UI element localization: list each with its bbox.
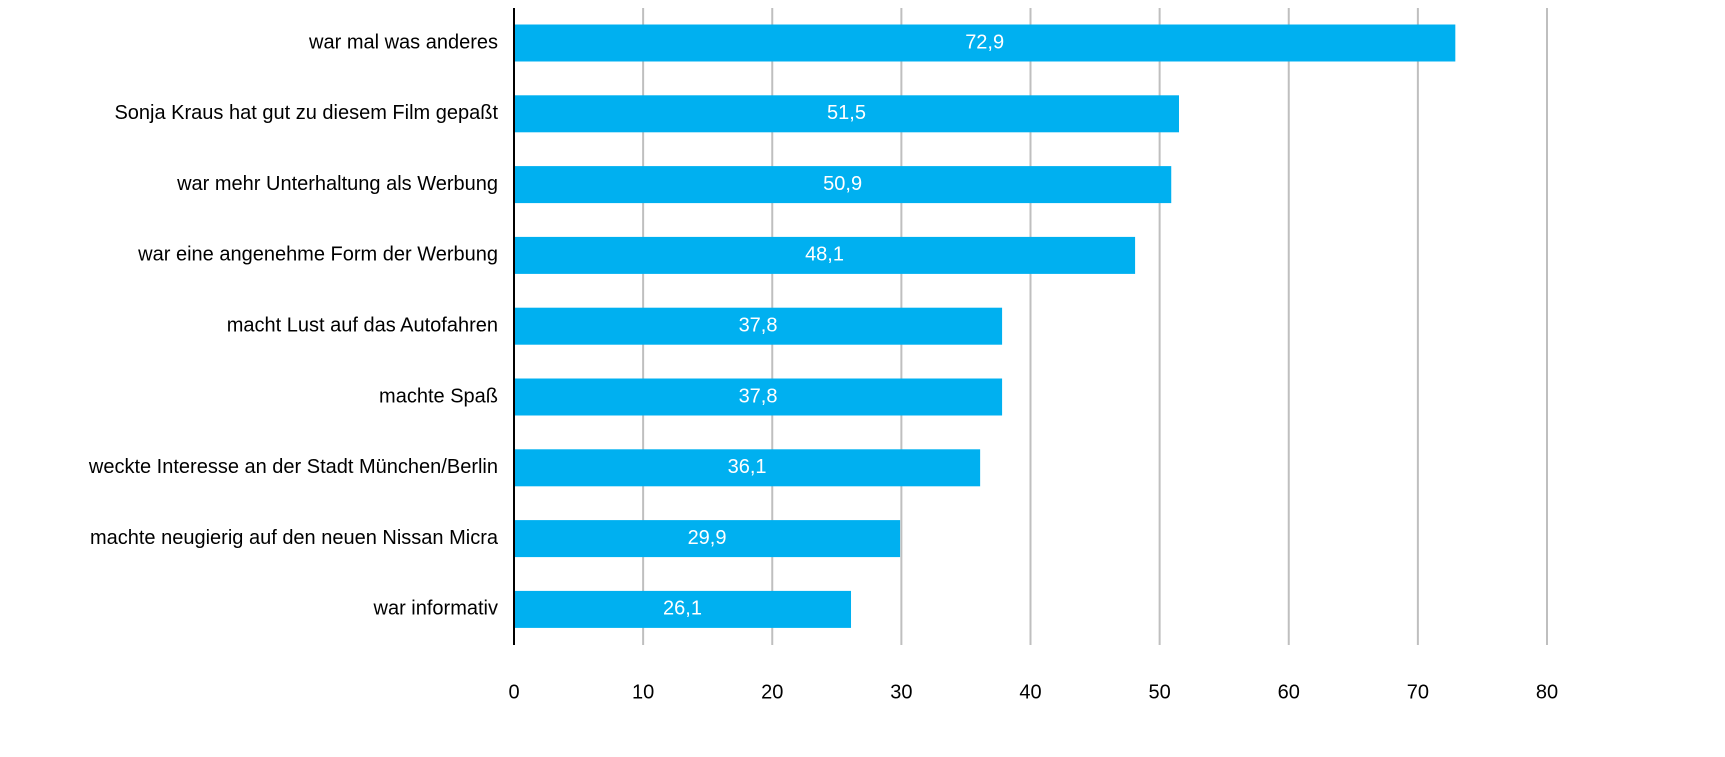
data-labels: 72,9 51,5 50,9 48,1 37,8 37,8 36,1 29,9 26,1 xyxy=(663,31,1004,619)
bar xyxy=(514,166,1172,204)
category-label: war eine angenehme Form der Werbung xyxy=(137,244,498,266)
bars xyxy=(514,24,1456,628)
category-label: weckte Interesse an der Stadt München/Be… xyxy=(88,456,498,478)
x-tick-label: 80 xyxy=(1536,681,1558,703)
category-labels: war mal was anderes Sonja Kraus hat gut z… xyxy=(88,31,499,619)
data-label: 72,9 xyxy=(965,31,1004,53)
x-tick-label: 10 xyxy=(632,681,654,703)
x-axis-tick-labels: 0 10 20 30 40 50 60 70 80 xyxy=(508,681,1558,703)
data-label: 29,9 xyxy=(688,527,727,549)
bar xyxy=(514,378,1003,416)
bar xyxy=(514,236,1136,274)
x-tick-label: 40 xyxy=(1019,681,1041,703)
bar xyxy=(514,590,852,628)
bar xyxy=(514,520,901,558)
data-label: 37,8 xyxy=(739,314,778,336)
category-label: macht Lust auf das Autofahren xyxy=(227,314,498,336)
category-label: war mal was anderes xyxy=(308,31,498,53)
data-label: 36,1 xyxy=(728,456,767,478)
category-label: machte neugierig auf den neuen Nissan Mi… xyxy=(90,527,499,549)
x-tick-label: 50 xyxy=(1149,681,1171,703)
category-label: war mehr Unterhaltung als Werbung xyxy=(176,173,498,195)
bar xyxy=(514,95,1179,133)
bar xyxy=(514,24,1456,62)
bar xyxy=(514,449,981,487)
category-label: machte Spaß xyxy=(379,385,498,407)
category-label: Sonja Kraus hat gut zu diesem Film gepaß… xyxy=(114,102,498,124)
data-label: 37,8 xyxy=(739,385,778,407)
x-tick-label: 0 xyxy=(508,681,519,703)
x-tick-label: 30 xyxy=(890,681,912,703)
category-label: war informativ xyxy=(373,598,498,620)
data-label: 51,5 xyxy=(827,102,866,124)
bar xyxy=(514,307,1003,345)
data-label: 50,9 xyxy=(823,173,862,195)
x-tick-label: 60 xyxy=(1278,681,1300,703)
data-label: 26,1 xyxy=(663,598,702,620)
x-tick-label: 20 xyxy=(761,681,783,703)
x-tick-label: 70 xyxy=(1407,681,1429,703)
data-label: 48,1 xyxy=(805,244,844,266)
